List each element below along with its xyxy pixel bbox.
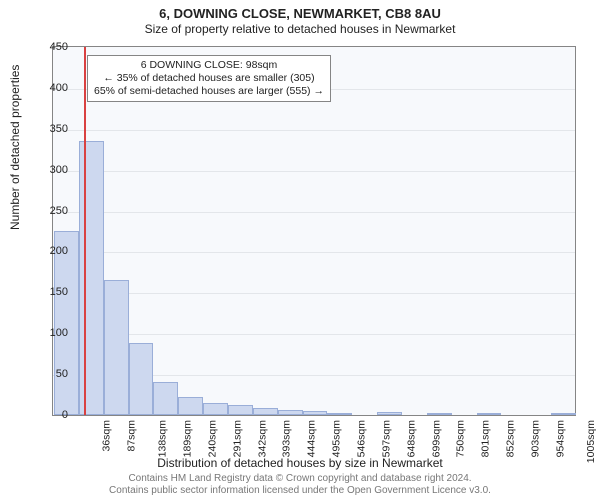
histogram-bar [129, 343, 154, 415]
y-tick-label: 450 [28, 41, 68, 53]
y-tick-label: 250 [28, 205, 68, 217]
y-tick-label: 400 [28, 82, 68, 94]
x-tick-label: 903sqm [529, 420, 541, 457]
attribution: Contains HM Land Registry data © Crown c… [0, 473, 600, 497]
y-tick-label: 50 [28, 368, 68, 380]
gridline [53, 252, 575, 253]
x-tick-label: 189sqm [181, 420, 193, 457]
plot-area: 6 DOWNING CLOSE: 98sqm← 35% of detached … [52, 46, 576, 416]
x-tick-label: 444sqm [306, 420, 318, 457]
x-tick-label: 393sqm [281, 420, 293, 457]
gridline [53, 293, 575, 294]
x-tick-label: 750sqm [455, 420, 467, 457]
gridline [53, 171, 575, 172]
chart-container: 6, DOWNING CLOSE, NEWMARKET, CB8 8AU Siz… [0, 0, 600, 500]
x-tick-label: 546sqm [355, 420, 367, 457]
histogram-bar [303, 411, 328, 415]
x-tick-label: 138sqm [157, 420, 169, 457]
gridline [53, 334, 575, 335]
histogram-bar [178, 397, 203, 415]
x-tick-label: 699sqm [430, 420, 442, 457]
annotation-box: 6 DOWNING CLOSE: 98sqm← 35% of detached … [87, 55, 331, 102]
y-tick-label: 100 [28, 327, 68, 339]
attribution-line-1: Contains HM Land Registry data © Crown c… [0, 473, 600, 485]
histogram-bar [477, 413, 502, 415]
x-tick-label: 291sqm [231, 420, 243, 457]
y-tick-label: 0 [28, 409, 68, 421]
histogram-bar [54, 231, 79, 415]
x-tick-label: 36sqm [101, 420, 113, 452]
histogram-bar [427, 413, 452, 415]
histogram-bar [203, 403, 228, 415]
histogram-bar [377, 412, 402, 415]
histogram-bar [104, 280, 129, 415]
annotation-line-3: 65% of semi-detached houses are larger (… [94, 85, 324, 98]
x-tick-label: 801sqm [480, 420, 492, 457]
y-axis-label: Number of detached properties [8, 65, 22, 230]
annotation-line-2: ← 35% of detached houses are smaller (30… [94, 72, 324, 85]
x-tick-label: 495sqm [331, 420, 343, 457]
x-tick-label: 954sqm [554, 420, 566, 457]
gridline [53, 212, 575, 213]
histogram-bar [153, 382, 178, 415]
y-tick-label: 300 [28, 164, 68, 176]
histogram-bar [79, 141, 104, 415]
gridline [53, 130, 575, 131]
chart-subtitle: Size of property relative to detached ho… [0, 22, 600, 37]
attribution-line-2: Contains public sector information licen… [0, 485, 600, 497]
x-tick-label: 1005sqm [585, 420, 597, 463]
x-axis-label: Distribution of detached houses by size … [0, 456, 600, 470]
histogram-bar [327, 413, 352, 415]
x-tick-label: 342sqm [256, 420, 268, 457]
chart-title: 6, DOWNING CLOSE, NEWMARKET, CB8 8AU [0, 6, 600, 22]
annotation-line-1: 6 DOWNING CLOSE: 98sqm [94, 59, 324, 72]
x-tick-label: 852sqm [505, 420, 517, 457]
histogram-bar [278, 410, 303, 415]
x-tick-label: 87sqm [126, 420, 138, 452]
subject-marker-line [84, 47, 86, 415]
x-tick-label: 648sqm [405, 420, 417, 457]
y-tick-label: 150 [28, 286, 68, 298]
histogram-bar [551, 413, 576, 415]
histogram-bar [253, 408, 278, 415]
y-tick-label: 350 [28, 123, 68, 135]
x-tick-label: 240sqm [206, 420, 218, 457]
title-block: 6, DOWNING CLOSE, NEWMARKET, CB8 8AU Siz… [0, 0, 600, 37]
histogram-bar [228, 405, 253, 415]
y-tick-label: 200 [28, 245, 68, 257]
plot-wrap: 6 DOWNING CLOSE: 98sqm← 35% of detached … [52, 46, 576, 416]
x-tick-label: 597sqm [380, 420, 392, 457]
